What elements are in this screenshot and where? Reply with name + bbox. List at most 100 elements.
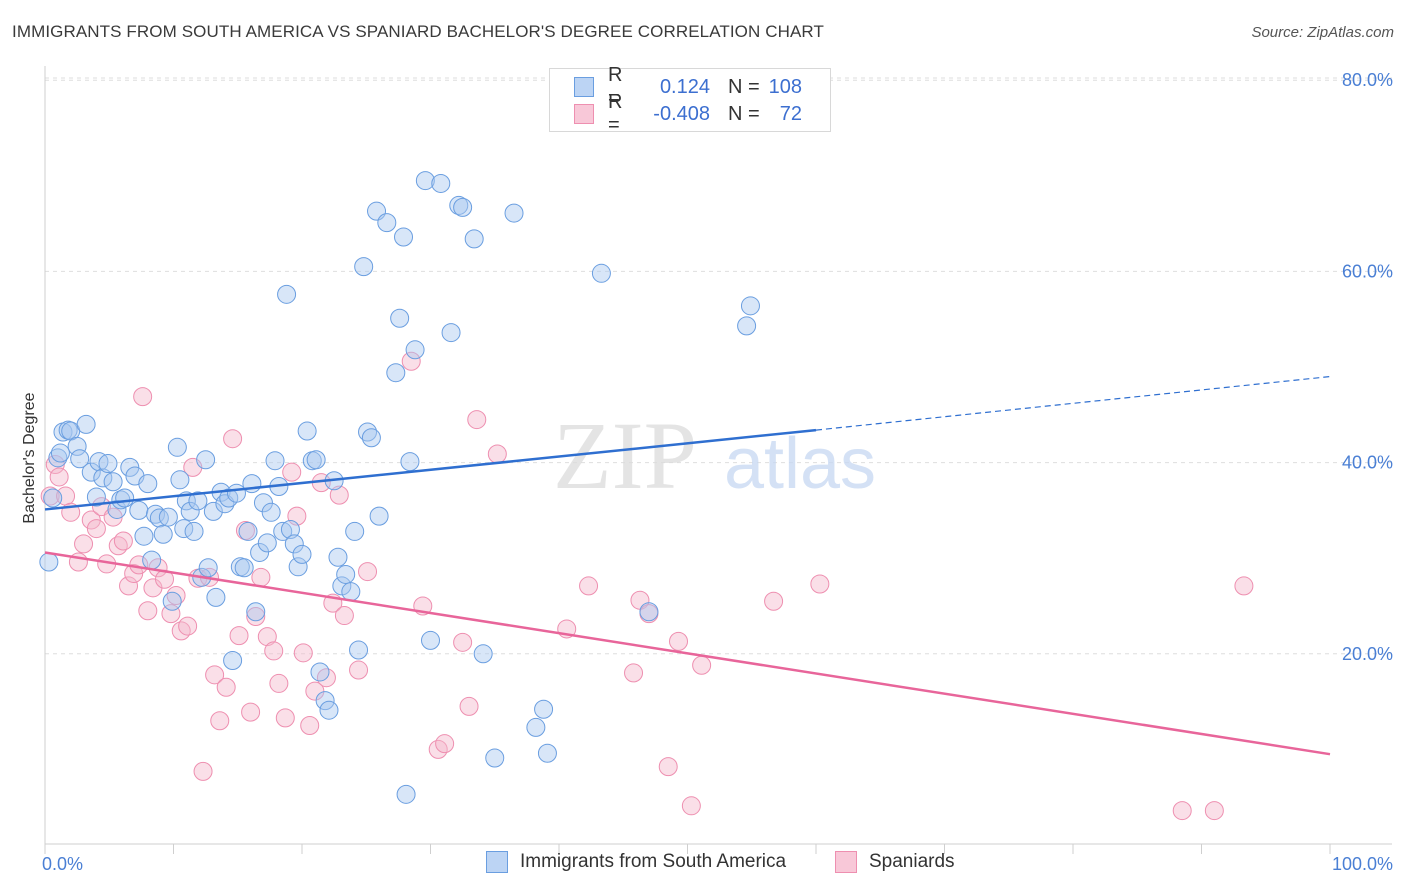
immigrants-point xyxy=(273,521,293,541)
spaniards-point xyxy=(1204,801,1224,821)
immigrants-point xyxy=(315,691,335,711)
immigrants-trend-extension xyxy=(815,375,1331,431)
legend-n-value: 108 xyxy=(768,75,802,98)
spaniards-point xyxy=(251,567,271,587)
spaniards-point xyxy=(133,387,153,407)
spaniards-point xyxy=(138,601,158,621)
immigrants-point xyxy=(400,452,420,472)
immigrants-point xyxy=(292,544,312,564)
immigrants-point xyxy=(394,227,414,247)
immigrants-point xyxy=(306,450,326,470)
immigrants-point xyxy=(70,449,90,469)
immigrants-points xyxy=(39,171,760,804)
immigrants-point xyxy=(415,171,435,191)
bottom-legend-label: Spaniards xyxy=(869,851,955,872)
immigrants-point xyxy=(39,552,59,572)
y-tick-label: 80.0% xyxy=(1342,70,1393,90)
immigrants-point xyxy=(297,421,317,441)
legend-n-label: N = xyxy=(728,102,760,125)
immigrants-trend-line xyxy=(44,428,817,511)
spaniards-point xyxy=(669,631,689,651)
spaniards-point xyxy=(275,708,295,728)
spaniards-point xyxy=(113,531,133,551)
immigrants-point xyxy=(504,203,524,223)
y-tick-label: 60.0% xyxy=(1342,261,1393,281)
immigrants-point xyxy=(328,547,348,567)
legend-r-value: 0.124 xyxy=(659,75,710,98)
spaniards-point xyxy=(74,534,94,554)
spaniards-point xyxy=(166,585,186,605)
immigrants-point xyxy=(332,576,352,596)
immigrants-point xyxy=(153,524,173,544)
spaniards-point xyxy=(459,696,479,716)
spaniards-point xyxy=(764,591,784,611)
immigrants-point xyxy=(103,472,123,492)
bottom-legend-spaniards: Spaniards xyxy=(835,851,955,873)
spaniards-point xyxy=(358,562,378,582)
bottom-legend-label: Immigrants from South America xyxy=(520,851,787,872)
immigrants-point xyxy=(250,542,270,562)
spaniards-point xyxy=(223,429,243,449)
spaniards-point xyxy=(49,467,69,487)
immigrants-point xyxy=(93,468,113,488)
spaniards-point xyxy=(264,641,284,661)
immigrants-point xyxy=(206,587,226,607)
immigrants-point xyxy=(358,422,378,442)
immigrants-point xyxy=(67,436,87,456)
immigrants-point xyxy=(453,197,473,217)
spaniards-point xyxy=(435,734,455,754)
spaniards-point xyxy=(293,643,313,663)
immigrants-point xyxy=(361,428,381,448)
trend-lines xyxy=(44,375,1331,756)
y-tick-label: 40.0% xyxy=(1342,453,1393,473)
immigrants-point xyxy=(537,743,557,763)
spaniards-point xyxy=(193,761,213,781)
x-tick-label: 0.0% xyxy=(42,854,83,874)
immigrants-point xyxy=(226,483,246,503)
spaniards-point xyxy=(178,616,198,636)
spaniards-point xyxy=(205,665,225,685)
immigrants-point xyxy=(737,316,757,336)
spaniards-trend-line xyxy=(44,551,1331,756)
immigrants-point xyxy=(354,257,374,277)
immigrants-point xyxy=(203,501,223,521)
spaniards-point xyxy=(86,519,106,539)
immigrants-point xyxy=(98,454,118,474)
immigrants-point xyxy=(341,582,361,602)
immigrants-point xyxy=(234,558,254,578)
immigrants-point xyxy=(280,520,300,540)
immigrants-point xyxy=(188,491,208,511)
spaniards-point xyxy=(349,660,369,680)
immigrants-point xyxy=(134,526,154,546)
immigrants-point xyxy=(421,630,440,650)
spaniards-points xyxy=(40,351,1254,821)
spaniards-point xyxy=(579,576,599,596)
tick-labels: 20.0% 40.0% 60.0% 80.0% 0.0% 100.0% xyxy=(42,70,1393,874)
y-tick-label: 20.0% xyxy=(1342,644,1393,664)
immigrants-point xyxy=(158,507,178,527)
immigrants-point xyxy=(142,550,162,570)
immigrants-point xyxy=(319,700,339,720)
immigrants-point xyxy=(277,284,297,304)
legend-row-spaniards: R = -0.408 N = 72 xyxy=(574,91,802,136)
immigrants-point xyxy=(238,521,258,541)
spaniards-point xyxy=(119,576,139,596)
immigrants-point xyxy=(405,340,425,360)
immigrants-point xyxy=(310,662,330,682)
x-tick-label: 100.0% xyxy=(1332,854,1393,874)
immigrants-point xyxy=(396,784,416,804)
immigrants-point xyxy=(196,450,216,470)
spaniards-point xyxy=(246,607,266,627)
spaniards-point xyxy=(334,606,354,626)
immigrants-point xyxy=(390,308,410,328)
immigrants-point xyxy=(223,650,243,670)
immigrants-point xyxy=(431,173,451,193)
immigrants-point xyxy=(50,443,70,463)
immigrants-point xyxy=(162,591,182,611)
immigrants-point xyxy=(441,323,461,343)
immigrants-point xyxy=(345,521,365,541)
source-label: Source: ZipAtlas.com xyxy=(1251,24,1394,41)
immigrants-point xyxy=(639,602,659,622)
immigrants-point xyxy=(253,493,273,513)
